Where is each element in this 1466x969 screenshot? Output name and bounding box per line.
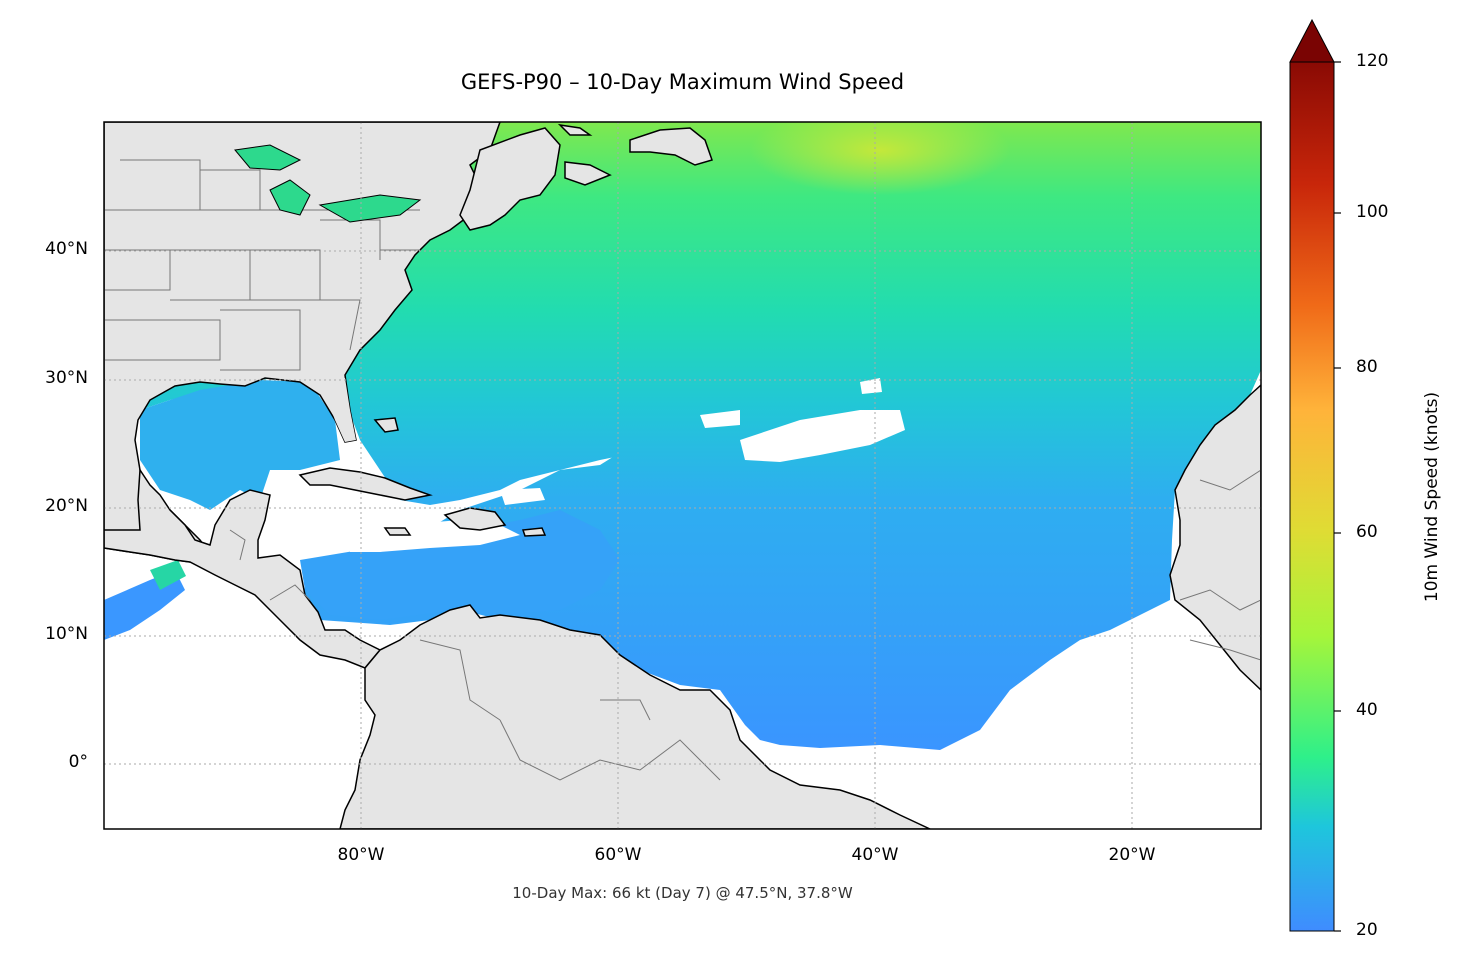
map-title: GEFS-P90 – 10-Day Maximum Wind Speed <box>460 70 905 94</box>
land-central-america <box>104 467 382 669</box>
colorbar-tick-40: 40 <box>1356 700 1378 720</box>
lon-tick-60w: 60°W <box>594 845 642 865</box>
colorbar-label: 10m Wind Speed (knots) <box>1422 391 1442 603</box>
lat-tick-10: 10°N <box>45 624 88 644</box>
land-cuba <box>298 467 433 501</box>
map-area <box>104 122 1261 829</box>
lat-tick-30: 30°N <box>45 368 88 388</box>
colorbar-tick-120: 120 <box>1356 51 1389 71</box>
colorbar-tick-60: 60 <box>1356 522 1378 542</box>
colorbar-tick-100: 100 <box>1356 202 1389 222</box>
max-annotation: 10-Day Max: 66 kt (Day 7) @ 47.5°N, 37.8… <box>512 884 853 902</box>
land-africa <box>1169 383 1261 692</box>
land-south-america <box>339 604 931 829</box>
lon-tick-20w: 20°W <box>1108 845 1156 865</box>
political-borders <box>104 159 1261 781</box>
lon-tick-80w: 80°W <box>337 845 385 865</box>
colorbar-extend-arrow <box>1289 18 1335 63</box>
colorbar-tick-80: 80 <box>1356 357 1378 377</box>
lat-tick-0: 0° <box>68 752 88 772</box>
colorbar <box>1289 18 1341 932</box>
lat-tick-40: 40°N <box>45 239 88 259</box>
colorbar-tick-20: 20 <box>1356 920 1378 940</box>
lat-tick-20: 20°N <box>45 496 88 516</box>
lon-tick-40w: 40°W <box>851 845 899 865</box>
